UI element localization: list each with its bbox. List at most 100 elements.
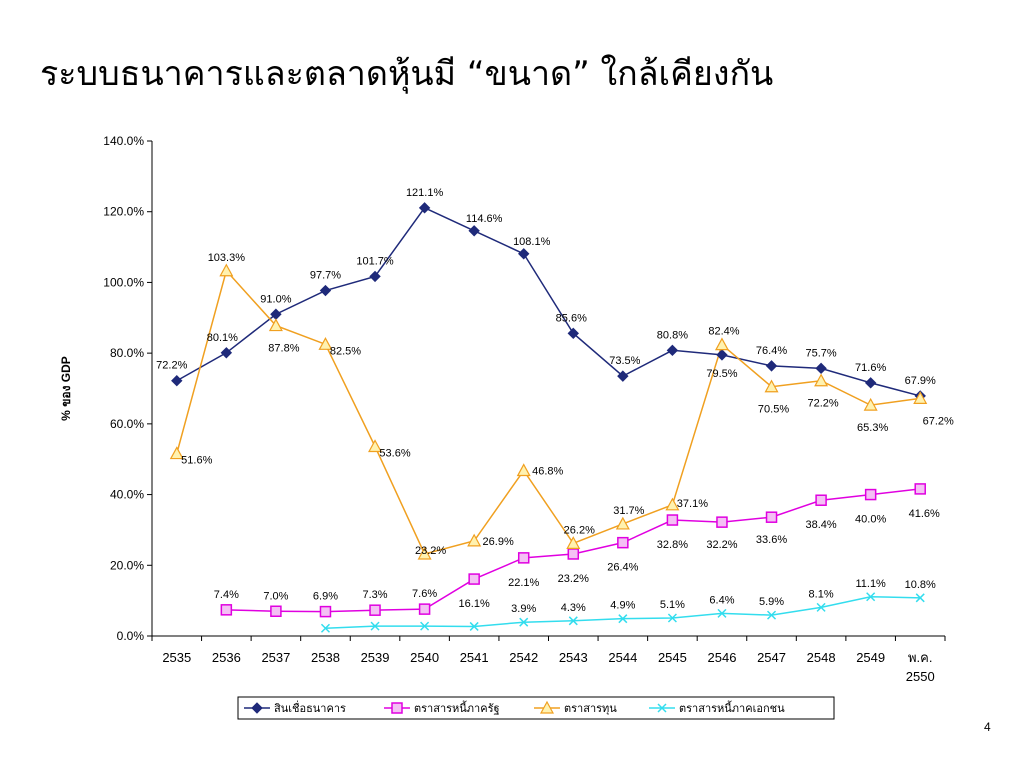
page-number: 4 <box>984 720 991 734</box>
diamond-marker <box>251 702 263 714</box>
x-tick-label: 2535 <box>162 650 191 665</box>
square-marker <box>617 536 629 549</box>
x-marker <box>915 593 925 603</box>
diamond-marker <box>864 377 877 389</box>
x-marker <box>816 602 826 612</box>
square-marker <box>666 514 679 526</box>
x-marker <box>667 613 677 623</box>
triangle-marker <box>863 397 878 411</box>
data-label: 23.2% <box>558 573 589 585</box>
series-line <box>176 206 921 397</box>
diamond-marker <box>171 375 183 387</box>
data-label: 26.4% <box>607 562 638 574</box>
y-tick-label: 60.0% <box>110 417 144 431</box>
triangle-marker <box>417 546 432 560</box>
triangle-marker <box>219 263 234 277</box>
diamond-marker <box>468 225 480 237</box>
x-marker <box>657 703 667 713</box>
data-label: 91.0% <box>260 293 291 305</box>
x-marker <box>568 616 578 626</box>
x-tick-label: 2536 <box>212 650 241 665</box>
diamond-marker <box>220 347 233 359</box>
x-tick-label: 2541 <box>460 650 489 665</box>
y-tick-label: 20.0% <box>110 558 144 572</box>
data-label: 7.3% <box>362 589 387 601</box>
triangle-marker <box>566 536 581 549</box>
square-marker <box>716 516 728 528</box>
data-label: 32.8% <box>657 539 688 551</box>
data-label: 82.4% <box>708 326 739 338</box>
x-marker <box>320 623 330 633</box>
x-marker <box>717 608 727 618</box>
x-tick-label: 2546 <box>708 650 737 665</box>
x-marker <box>519 617 529 627</box>
x-tick-label: 2538 <box>311 650 340 665</box>
square-marker <box>864 488 877 501</box>
x-tick-label: 2547 <box>757 650 786 665</box>
x-marker <box>420 621 430 631</box>
square-marker <box>765 511 778 523</box>
diamond-marker <box>567 327 579 340</box>
diamond-marker <box>418 202 431 214</box>
data-label: 8.1% <box>809 588 834 600</box>
data-label: 67.9% <box>905 375 936 387</box>
data-label: 101.7% <box>356 255 394 267</box>
data-label: 97.7% <box>310 270 341 282</box>
square-marker <box>517 552 530 564</box>
y-tick-label: 100.0% <box>103 275 144 289</box>
triangle-marker <box>714 337 729 351</box>
data-label: 51.6% <box>181 455 212 467</box>
triangle-marker <box>467 533 482 547</box>
legend-label: ตราสารหนี้ภาคเอกชน <box>679 700 785 715</box>
series-line <box>176 269 921 555</box>
legend-label: ตราสารทุน <box>564 703 617 715</box>
triangle-marker <box>665 497 680 511</box>
chart-series-lines <box>176 206 921 629</box>
legend-label: สินเชื่อธนาคาร <box>274 700 346 715</box>
data-label: 38.4% <box>805 519 836 531</box>
data-label: 26.9% <box>483 536 514 548</box>
square-marker <box>319 605 332 618</box>
data-label: 72.2% <box>807 398 838 410</box>
diamond-marker <box>666 344 679 357</box>
triangle-marker <box>318 337 333 350</box>
chart-axes: 0.0% 20.0% 40.0% 60.0% 80.0% 100.0% 120.0% 140.… <box>59 134 946 684</box>
triangle-marker <box>764 379 779 393</box>
chart-data-labels: 72.2% 80.1% 91.0% 97.7% 101.7% 121.1% 114.6% 10… <box>156 187 954 615</box>
x-tick-label: 2548 <box>807 650 836 665</box>
data-label: 72.2% <box>156 360 187 372</box>
x-tick-label: 2543 <box>559 650 588 665</box>
data-label: 5.1% <box>660 599 685 611</box>
y-tick-label: 140.0% <box>103 134 144 148</box>
triangle-marker <box>268 318 283 332</box>
x-tick-label: พ.ค. <box>908 650 933 665</box>
data-label: 7.6% <box>412 588 437 600</box>
chart-legend: สินเชื่อธนาคาร ตราสารหนี้ภาครัฐ ตราสารทุน ต… <box>237 696 835 720</box>
triangle-marker <box>516 463 531 477</box>
square-marker <box>418 603 431 615</box>
y-tick-label: 0.0% <box>117 629 145 643</box>
data-label: 23.2% <box>415 545 446 557</box>
data-label: 85.6% <box>556 312 587 324</box>
data-label: 3.9% <box>511 603 536 615</box>
x-tick-label: 2540 <box>410 650 439 665</box>
data-label: 33.6% <box>756 534 787 546</box>
y-tick-label: 120.0% <box>103 205 144 219</box>
data-label: 75.7% <box>805 347 836 359</box>
data-label: 40.0% <box>855 514 886 526</box>
triangle-marker <box>539 700 555 714</box>
x-tick-label: 2537 <box>261 650 290 665</box>
x-marker <box>370 621 380 631</box>
square-marker <box>567 548 580 560</box>
diamond-marker <box>518 248 530 260</box>
data-label: 82.5% <box>330 345 361 357</box>
diamond-marker <box>617 370 629 382</box>
data-label: 67.2% <box>923 415 954 427</box>
x-tick-label: 2539 <box>361 650 390 665</box>
data-label: 32.2% <box>706 539 737 551</box>
data-label: 7.4% <box>214 589 239 601</box>
x-tick-label: 2542 <box>509 650 538 665</box>
data-label: 46.8% <box>532 466 563 478</box>
y-tick-label: 40.0% <box>110 488 144 502</box>
data-label: 65.3% <box>857 422 888 434</box>
